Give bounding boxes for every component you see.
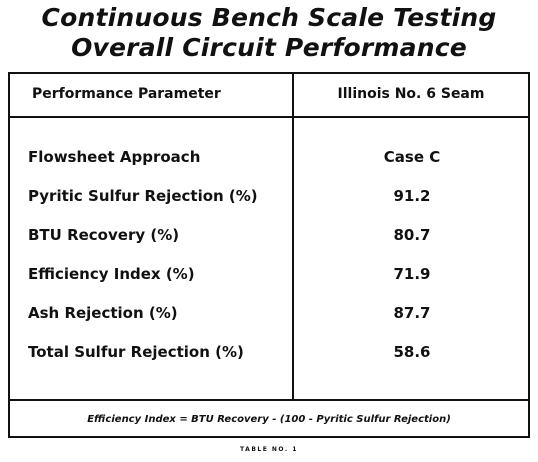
row-value-pyritic-sulfur-rejection: 91.2 <box>393 187 431 205</box>
row-value-btu-recovery: 80.7 <box>393 226 431 244</box>
row-value-total-sulfur-rejection: 58.6 <box>393 343 431 361</box>
row-label-efficiency-index: Efficiency Index (%) <box>28 265 195 283</box>
page-title-line-1: Continuous Bench Scale Testing <box>41 3 497 32</box>
column-divider <box>292 74 294 399</box>
table-caption: TABLE NO. 1 <box>240 446 298 453</box>
row-value-flowsheet-approach: Case C <box>383 148 441 166</box>
row-label-ash-rejection: Ash Rejection (%) <box>28 304 178 322</box>
efficiency-index-footnote: Efficiency Index = BTU Recovery - (100 -… <box>87 414 451 425</box>
row-label-pyritic-sulfur-rejection: Pyritic Sulfur Rejection (%) <box>28 187 258 205</box>
row-label-total-sulfur-rejection: Total Sulfur Rejection (%) <box>28 343 244 361</box>
performance-table: Performance Parameter Illinois No. 6 Sea… <box>8 72 530 438</box>
page-title-line-2: Overall Circuit Performance <box>71 33 467 62</box>
row-label-flowsheet-approach: Flowsheet Approach <box>28 148 201 166</box>
footnote-divider <box>10 399 528 401</box>
header-divider <box>10 116 528 118</box>
row-value-ash-rejection: 87.7 <box>393 304 431 322</box>
column-header-seam: Illinois No. 6 Seam <box>337 86 485 102</box>
column-header-parameter: Performance Parameter <box>32 86 221 102</box>
row-value-efficiency-index: 71.9 <box>393 265 431 283</box>
row-label-btu-recovery: BTU Recovery (%) <box>28 226 180 244</box>
